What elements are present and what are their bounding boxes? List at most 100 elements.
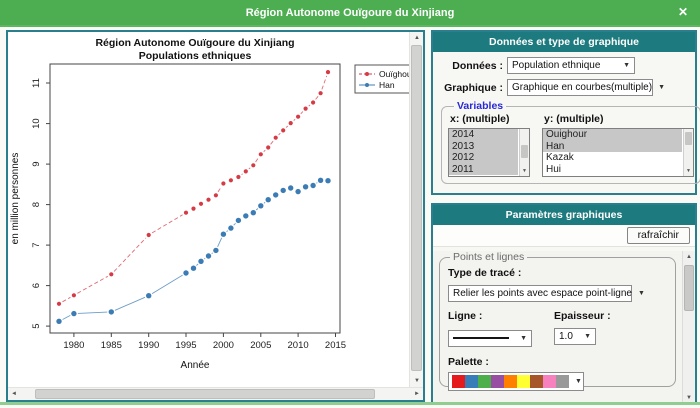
listbox-option[interactable]: 2013 <box>449 140 518 152</box>
svg-text:Région Autonome Ouïgoure du Xi: Région Autonome Ouïgoure du Xinjiang <box>95 37 294 49</box>
chevron-down-icon: ▼ <box>623 62 630 69</box>
listbox-option[interactable]: Han <box>543 140 682 152</box>
listbox-option[interactable]: Ouighour <box>543 129 682 141</box>
line-style-select[interactable]: ▼ <box>448 329 532 347</box>
listbox-option[interactable]: 2014 <box>449 129 518 141</box>
y-listbox-scroll-thumb[interactable] <box>685 132 692 145</box>
listbox-option[interactable]: 2012 <box>449 152 518 164</box>
svg-text:7: 7 <box>31 242 42 247</box>
donnees-label: Données : <box>452 59 503 72</box>
palette-swatch <box>556 374 569 388</box>
window-title: Région Autonome Ouïgoure du Xinjiang <box>245 6 455 19</box>
svg-text:Année: Année <box>181 360 210 371</box>
params-toolbar: rafraîchir <box>433 225 695 247</box>
population-line-chart: 1980 1985 1990 1995 2000 2005 2010 2015 5 6 7 8 9 10 1… <box>10 37 409 371</box>
svg-text:5: 5 <box>31 323 42 328</box>
svg-text:2015: 2015 <box>325 340 346 351</box>
graphique-label: Graphique : <box>444 81 503 94</box>
scroll-up-icon[interactable]: ▲ <box>686 254 692 260</box>
params-panel-header: Paramètres graphiques <box>433 205 695 225</box>
trace-type-label: Type de tracé : <box>448 267 522 279</box>
svg-text:1995: 1995 <box>175 340 196 351</box>
variables-legend: Variables <box>457 100 504 112</box>
chevron-down-icon: ▼ <box>520 334 527 342</box>
thickness-label: Epaisseur : <box>554 310 611 322</box>
palette-select[interactable]: ▼ <box>448 371 584 391</box>
svg-text:6: 6 <box>31 283 42 288</box>
scroll-down-icon[interactable]: ▼ <box>686 395 692 401</box>
palette-swatch <box>478 374 491 388</box>
horizontal-scroll-thumb[interactable] <box>35 389 375 399</box>
svg-text:10: 10 <box>31 118 42 129</box>
scroll-left-icon[interactable]: ◄ <box>11 391 17 397</box>
y-listbox[interactable]: Ouighour Han Kazak Hui ▼ <box>542 128 694 177</box>
svg-text:Ouïghour: Ouïghour <box>379 69 409 79</box>
window-titlebar: Région Autonome Ouïgoure du Xinjiang ✕ <box>0 0 700 27</box>
palette-label: Palette : <box>448 355 489 368</box>
params-content: Points et lignes Type de tracé : Relier … <box>433 251 695 404</box>
palette-swatch <box>530 374 543 388</box>
data-type-panel: Données et type de graphique Données : P… <box>431 30 700 195</box>
x-listbox[interactable]: 2014 2013 2012 2011 ▼ <box>448 128 530 177</box>
scroll-down-icon[interactable]: ▼ <box>414 378 420 384</box>
donnees-select[interactable]: Population ethnique ▼ <box>507 57 635 74</box>
trace-type-value: Relier les points avec espace point-lign… <box>453 288 632 299</box>
params-scroll-thumb[interactable] <box>684 265 694 311</box>
svg-text:8: 8 <box>31 202 42 207</box>
points-lines-fieldset: Points et lignes Type de tracé : Relier … <box>439 251 676 391</box>
svg-text:1990: 1990 <box>138 340 159 351</box>
svg-text:Han: Han <box>379 80 395 90</box>
x-listbox-scroll-thumb[interactable] <box>521 145 528 158</box>
svg-text:1985: 1985 <box>101 340 122 351</box>
line-style-label: Ligne : <box>448 310 483 322</box>
chevron-down-icon: ▼ <box>584 333 591 340</box>
params-panel: Paramètres graphiques rafraîchir Points … <box>431 203 697 404</box>
line-sample-icon <box>453 337 510 339</box>
svg-text:2000: 2000 <box>213 340 234 351</box>
palette-swatch <box>452 374 465 388</box>
x-variables-label: x: (multiple) <box>450 113 510 125</box>
chart-horizontal-scrollbar[interactable]: ◄ ► <box>8 387 423 400</box>
refresh-button[interactable]: rafraîchir <box>626 227 690 244</box>
graphique-value: Graphique en courbes(multiple) <box>512 82 653 93</box>
listbox-option[interactable]: Kazak <box>546 152 574 163</box>
palette-swatches <box>452 374 569 388</box>
data-type-panel-header: Données et type de graphique <box>433 32 695 52</box>
x-listbox-scrollbar[interactable]: ▼ <box>519 129 529 176</box>
palette-swatch <box>465 374 478 388</box>
svg-text:2010: 2010 <box>288 340 309 351</box>
svg-text:9: 9 <box>31 161 42 166</box>
palette-swatch <box>543 374 556 388</box>
svg-text:Populations ethniques: Populations ethniques <box>139 50 252 62</box>
trace-type-select[interactable]: Relier les points avec espace point-lign… <box>448 285 645 302</box>
svg-text:11: 11 <box>31 78 42 88</box>
listbox-option[interactable]: 2011 <box>449 163 518 175</box>
svg-text:2005: 2005 <box>250 340 271 351</box>
scroll-down-icon[interactable]: ▼ <box>522 168 527 174</box>
chart-vertical-scrollbar[interactable]: ▲ ▼ <box>409 32 423 387</box>
close-icon[interactable]: ✕ <box>677 5 688 19</box>
bottom-border <box>0 402 700 405</box>
chevron-down-icon: ▼ <box>658 84 666 91</box>
points-lines-legend: Points et lignes <box>453 251 525 263</box>
palette-swatch <box>504 374 517 388</box>
listbox-option[interactable]: Hui <box>546 163 562 175</box>
chevron-down-icon: ▼ <box>575 377 582 385</box>
chart-panel: 1980 1985 1990 1995 2000 2005 2010 2015 5 6 7 8 9 10 1… <box>6 30 425 402</box>
params-scrollbar[interactable]: ▲ ▼ <box>682 251 695 404</box>
donnees-value: Population ethnique <box>512 60 601 71</box>
scroll-right-icon[interactable]: ► <box>414 391 420 397</box>
thickness-value: 1.0 <box>559 331 573 342</box>
scroll-up-icon[interactable]: ▲ <box>414 35 420 41</box>
chevron-down-icon: ▼ <box>638 290 645 297</box>
y-variables-label: y: (multiple) <box>544 113 604 125</box>
vertical-scroll-thumb[interactable] <box>411 45 422 371</box>
svg-text:en million personnes: en million personnes <box>10 153 21 245</box>
svg-text:1980: 1980 <box>63 340 84 351</box>
thickness-select[interactable]: 1.0 ▼ <box>554 328 596 345</box>
scroll-down-icon[interactable]: ▼ <box>686 168 691 174</box>
y-listbox-scrollbar[interactable]: ▼ <box>683 129 693 176</box>
variables-fieldset: Variables x: (multiple) 2014 2013 2012 2011… <box>441 100 700 184</box>
graphique-select[interactable]: Graphique en courbes(multiple) ▼ <box>507 79 665 96</box>
